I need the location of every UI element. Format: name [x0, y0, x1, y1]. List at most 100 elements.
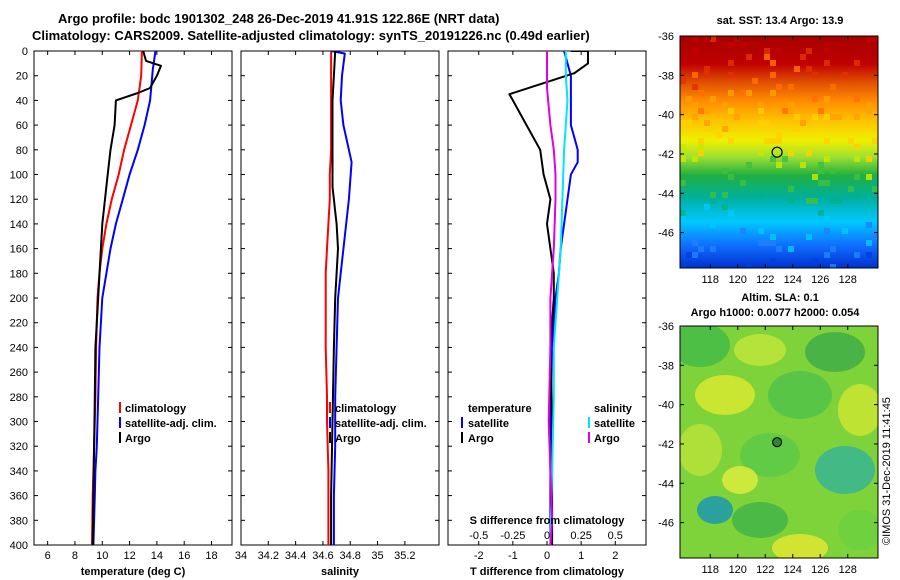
sst-pixel: [728, 174, 734, 180]
temperature-axis-ticks: 6 8 10 12 14 16 18: [45, 51, 218, 562]
lat-tick-label: -46: [658, 228, 674, 240]
sst-pixel: [788, 108, 794, 114]
sst-pixel: [788, 186, 794, 192]
sst-texture: [680, 36, 878, 268]
sla-anomaly-blob: [680, 424, 722, 476]
sst-pixel: [698, 144, 704, 150]
sst-pixel: [854, 96, 860, 102]
sst-pixel: [800, 120, 806, 126]
sst-pixel: [770, 138, 776, 144]
sst-pixel: [854, 174, 860, 180]
s-diff-tick-label: -0.25: [500, 530, 525, 542]
sst-pixel: [872, 234, 878, 240]
sla-lat-ticks: -36 -38 -40 -42 -44 -46: [658, 321, 878, 530]
sst-pixel: [818, 162, 824, 168]
sst-pixel: [782, 108, 788, 114]
sst-pixel: [734, 36, 740, 42]
x-tick-label: 35: [371, 550, 383, 562]
sst-pixel: [824, 48, 830, 54]
sst-pixel: [770, 60, 776, 66]
x-tick-label: 0: [544, 550, 550, 562]
salinity-xlabel: salinity: [321, 566, 360, 578]
salinity-legend: climatology satellite-adj. clim. Argo: [329, 402, 427, 445]
sst-map-frame: [679, 35, 879, 269]
legend-temperature-title: temperature: [468, 403, 532, 415]
temperature-axes-box: [33, 50, 233, 546]
sst-pixel: [758, 192, 764, 198]
temperature-panel: 0 20 40 60 80 100 120 140 160 180 200 220 240 260 280 3…: [10, 46, 233, 578]
sst-pixel: [854, 252, 860, 258]
sst-pixel: [710, 192, 716, 198]
sst-pixel: [866, 240, 872, 246]
sst-pixel: [704, 108, 710, 114]
sst-pixel: [692, 114, 698, 120]
lat-tick-label: -44: [658, 478, 674, 490]
sst-pixel: [692, 102, 698, 108]
sst-pixel: [872, 186, 878, 192]
series-satellite-adj-clim-line: [330, 51, 353, 545]
sst-pixel: [830, 168, 836, 174]
sst-pixel: [800, 54, 806, 60]
sst-pixel: [704, 66, 710, 72]
sst-pixel: [866, 174, 872, 180]
sst-pixel: [758, 102, 764, 108]
sla-anomaly-blob: [768, 371, 832, 419]
sst-pixel: [794, 114, 800, 120]
sst-pixel: [788, 84, 794, 90]
sst-pixel: [758, 150, 764, 156]
sst-pixel: [866, 102, 872, 108]
sst-pixel: [692, 240, 698, 246]
sst-map-title: sat. SST: 13.4 Argo: 13.9: [717, 15, 844, 27]
depth-tick-label: 260: [10, 367, 28, 379]
sst-pixel: [770, 258, 776, 264]
argo-position-marker: [771, 146, 783, 158]
s-difference-axis-ticks: -0.5 -0.25 0 0.25 0.5: [469, 530, 623, 542]
sst-pixel: [812, 114, 818, 120]
x-tick-label: -2: [474, 550, 484, 562]
depth-tick-label: 200: [10, 293, 28, 305]
x-tick-label: 8: [72, 550, 78, 562]
sst-pixel: [836, 114, 842, 120]
series-argo-line: [330, 51, 339, 545]
lat-tick-label: -40: [658, 110, 674, 122]
depth-tick-label: 280: [10, 392, 28, 404]
argo-position-marker: [771, 437, 783, 448]
sst-pixel: [704, 204, 710, 210]
sst-pixel: [698, 108, 704, 114]
sst-pixel: [680, 108, 686, 114]
sst-pixel: [722, 168, 728, 174]
sst-pixel: [764, 120, 770, 126]
sst-pixel: [818, 108, 824, 114]
sla-anomaly-blob: [680, 326, 730, 367]
lon-tick-label: 126: [811, 564, 829, 576]
sst-pixel: [848, 138, 854, 144]
sst-pixel: [680, 156, 686, 162]
sst-pixel: [866, 156, 872, 162]
lon-tick-label: 124: [784, 564, 802, 576]
depth-tick-label: 240: [10, 342, 28, 354]
sst-pixel: [692, 48, 698, 54]
sst-pixel: [848, 186, 854, 192]
sst-pixel: [746, 54, 752, 60]
sst-pixel: [812, 198, 818, 204]
sst-pixel: [680, 78, 686, 84]
sst-pixel: [746, 90, 752, 96]
sla-anomaly-blob: [815, 446, 875, 494]
sst-pixel: [824, 228, 830, 234]
depth-tick-label: 400: [10, 540, 28, 552]
depth-tick-label: 220: [10, 318, 28, 330]
depth-tick-label: 320: [10, 441, 28, 453]
sst-pixel: [764, 54, 770, 60]
lon-tick-label: 128: [839, 564, 857, 576]
s-diff-tick-label: 0.25: [570, 530, 591, 542]
lon-tick-label: 118: [701, 564, 719, 576]
depth-tick-label: 160: [10, 244, 28, 256]
sla-anomaly-blob: [838, 510, 878, 550]
sst-pixel: [692, 84, 698, 90]
sst-pixel: [830, 264, 836, 268]
x-tick-label: 1: [578, 550, 584, 562]
sst-heatmap: [680, 36, 878, 268]
depth-tick-label: 140: [10, 219, 28, 231]
sst-pixel: [692, 156, 698, 162]
lon-tick-label: 126: [811, 274, 829, 286]
